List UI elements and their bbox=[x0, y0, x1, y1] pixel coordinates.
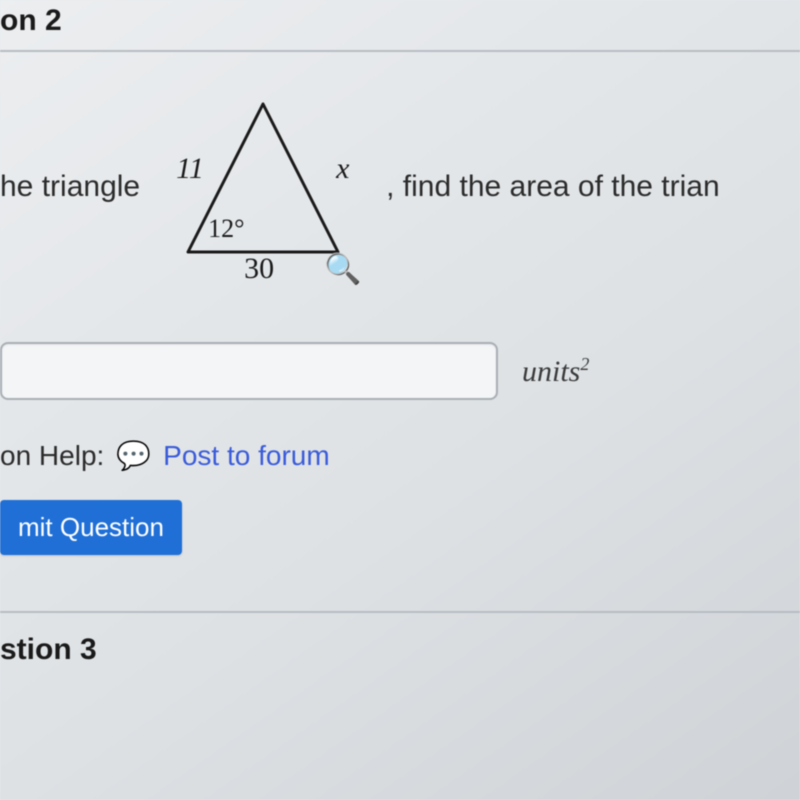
units-label: units bbox=[522, 355, 580, 388]
next-question-header: stion 3 bbox=[0, 613, 800, 667]
answer-input[interactable] bbox=[0, 342, 498, 400]
submit-question-button[interactable]: mit Question bbox=[0, 500, 182, 555]
triangle-figure: 11 x 12° 30 🔍 bbox=[158, 92, 368, 282]
triangle-side-left-label: 11 bbox=[176, 152, 204, 186]
question-header: on 2 bbox=[0, 0, 800, 50]
chat-icon: 💬 bbox=[116, 442, 151, 470]
post-to-forum-link[interactable]: Post to forum bbox=[163, 440, 330, 472]
triangle-side-right-label: x bbox=[336, 152, 349, 186]
question-text-before: he triangle bbox=[0, 170, 140, 204]
help-label: on Help: bbox=[0, 440, 104, 472]
triangle-angle-label: 12° bbox=[208, 214, 244, 244]
units-exponent: 2 bbox=[580, 354, 589, 374]
triangle-side-bottom-label: 30 bbox=[244, 252, 274, 286]
magnifier-icon[interactable]: 🔍 bbox=[318, 252, 361, 287]
help-row: on Help: 💬 Post to forum bbox=[0, 440, 800, 472]
question-inline-row: he triangle 11 x 12° 30 🔍 , find the are… bbox=[0, 92, 800, 282]
question-body: he triangle 11 x 12° 30 🔍 , find the are… bbox=[0, 52, 800, 575]
page-root: on 2 he triangle 11 x 12° 30 🔍 , find th… bbox=[0, 0, 800, 800]
answer-units: units2 bbox=[522, 354, 589, 389]
answer-row: units2 bbox=[0, 342, 800, 400]
question-text-after: , find the area of the trian bbox=[386, 170, 720, 204]
